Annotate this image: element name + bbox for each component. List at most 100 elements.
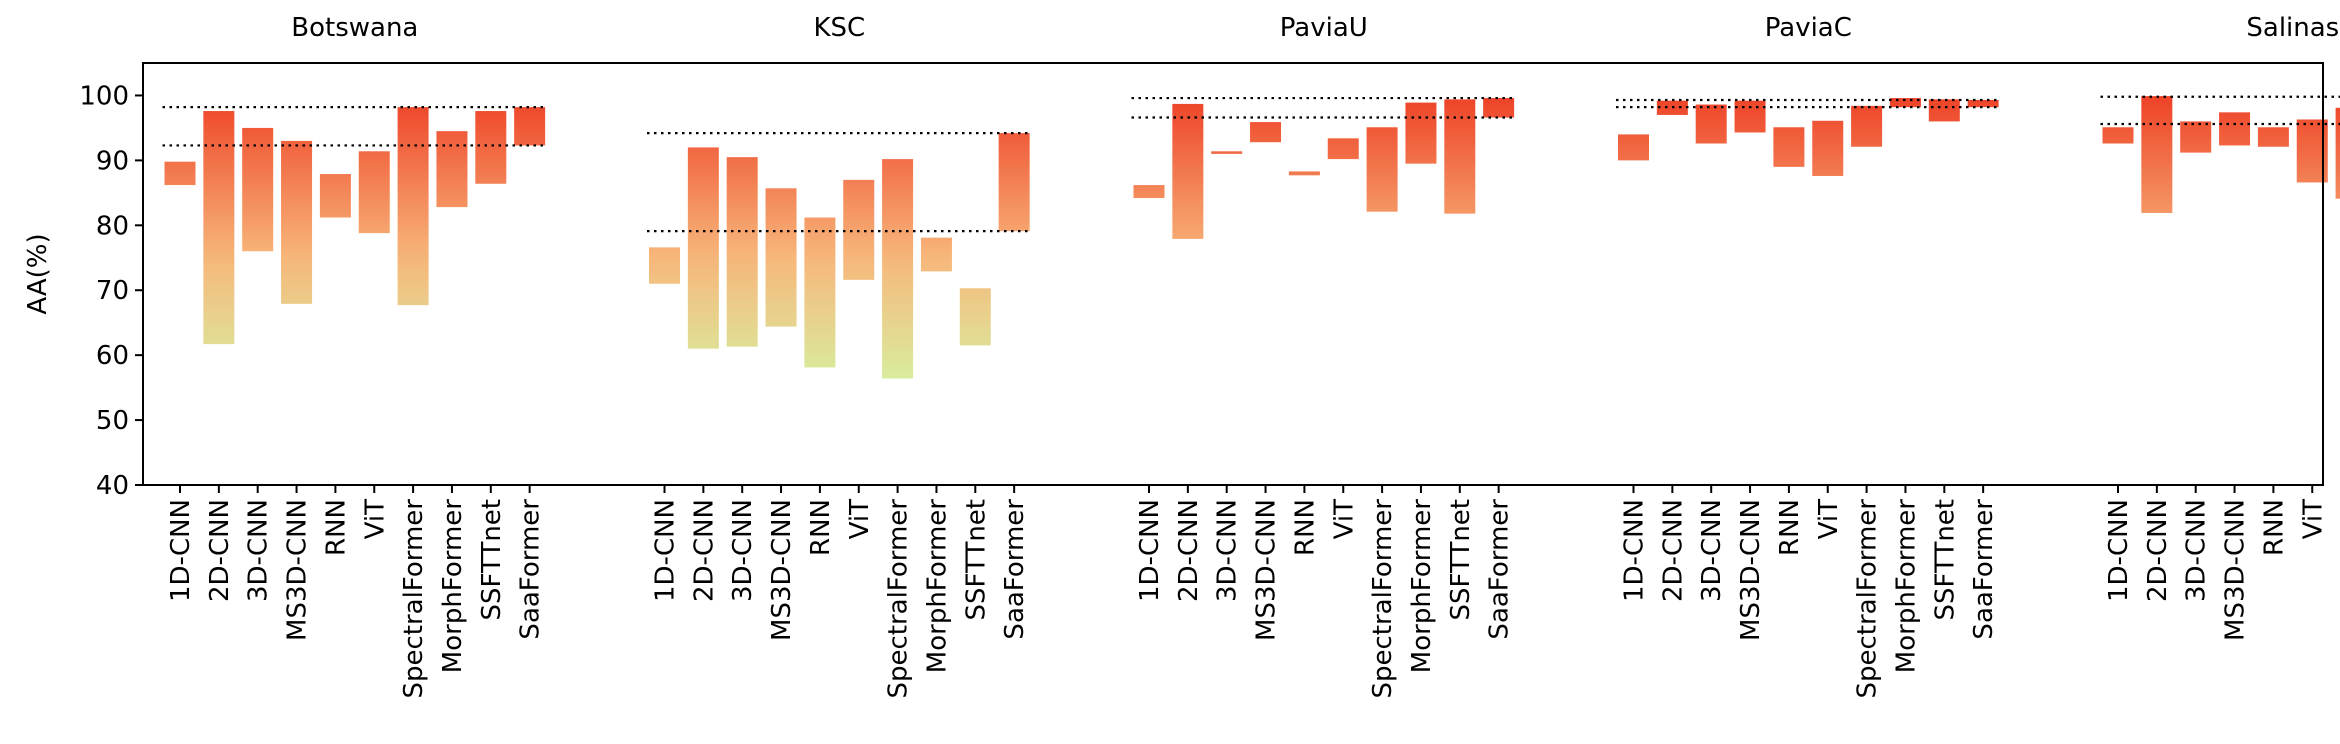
x-tick-label: 3D-CNN bbox=[728, 499, 758, 602]
x-tick-label: 2D-CNN bbox=[1658, 499, 1688, 602]
bar-salinas-rnn bbox=[2258, 127, 2289, 146]
x-tick-label: SaaFormer bbox=[516, 499, 546, 640]
panel-title-paviau: PaviaU bbox=[1280, 13, 1368, 43]
bar-ksc-spectralformer bbox=[882, 159, 913, 378]
x-tick-label: 1D-CNN bbox=[1135, 499, 1165, 602]
bar-paviac-ms3d-cnn bbox=[1735, 101, 1766, 133]
y-tick-label: 80 bbox=[96, 211, 129, 241]
bar-paviau-3d-cnn bbox=[1211, 151, 1242, 154]
x-tick-label: SpectralFormer bbox=[884, 499, 914, 699]
bar-botswana-ssfttnet bbox=[475, 111, 506, 184]
x-tick-label: SSFTTnet bbox=[1930, 499, 1960, 620]
x-tick-label: MS3D-CNN bbox=[767, 499, 797, 641]
bar-botswana-vit bbox=[359, 151, 390, 233]
panel-title-salinas: Salinas bbox=[2246, 13, 2339, 43]
bar-paviau-1d-cnn bbox=[1134, 185, 1165, 198]
bar-ksc-ms3d-cnn bbox=[766, 188, 797, 326]
x-tick-label: RNN bbox=[1775, 499, 1805, 556]
x-tick-label: SpectralFormer bbox=[1853, 499, 1883, 699]
bar-paviac-spectralformer bbox=[1851, 106, 1882, 147]
panel-title-paviac: PaviaC bbox=[1765, 13, 1852, 43]
bar-paviau-2d-cnn bbox=[1172, 104, 1203, 239]
bar-salinas-ms3d-cnn bbox=[2219, 112, 2250, 145]
x-tick-label: MS3D-CNN bbox=[1736, 499, 1766, 641]
x-tick-label: RNN bbox=[806, 499, 836, 556]
bar-paviau-morphformer bbox=[1405, 103, 1436, 164]
x-tick-label: RNN bbox=[2259, 499, 2289, 556]
x-tick-label: MS3D-CNN bbox=[1252, 499, 1282, 641]
x-tick-label: 2D-CNN bbox=[2143, 499, 2173, 602]
bar-ksc-morphformer bbox=[921, 238, 952, 272]
panel-title-ksc: KSC bbox=[813, 13, 865, 43]
x-tick-label: MS3D-CNN bbox=[2221, 499, 2251, 641]
x-tick-label: 2D-CNN bbox=[1174, 499, 1204, 602]
bar-salinas-spectralformer bbox=[2336, 108, 2340, 199]
bar-ksc-vit bbox=[843, 180, 874, 280]
x-tick-label: MorphFormer bbox=[1891, 499, 1921, 674]
x-tick-label: 3D-CNN bbox=[2182, 499, 2212, 602]
x-tick-label: SaaFormer bbox=[1000, 499, 1030, 640]
x-axis: 1D-CNN 2D-CNN 3D-CNN MS3D-CNN RNN ViT Spectral… bbox=[166, 485, 2340, 699]
bar-salinas-2d-cnn bbox=[2141, 96, 2172, 213]
bar-botswana-spectralformer bbox=[398, 107, 429, 305]
bar-salinas-1d-cnn bbox=[2103, 127, 2134, 143]
x-tick-label: RNN bbox=[1290, 499, 1320, 556]
x-tick-label: 1D-CNN bbox=[2104, 499, 2134, 602]
bar-botswana-saaformer bbox=[514, 107, 545, 145]
y-tick-label: 50 bbox=[96, 406, 129, 436]
bar-ksc-1d-cnn bbox=[649, 247, 680, 283]
x-tick-label: SSFTTnet bbox=[961, 499, 991, 620]
y-axis: 40 50 60 70 80 90 100 bbox=[79, 81, 143, 501]
bar-paviac-rnn bbox=[1773, 127, 1804, 167]
x-tick-label: 3D-CNN bbox=[1697, 499, 1727, 602]
x-tick-label: MorphFormer bbox=[438, 499, 468, 674]
x-tick-label: MS3D-CNN bbox=[283, 499, 313, 641]
bar-salinas-3d-cnn bbox=[2180, 121, 2211, 152]
x-tick-label: 3D-CNN bbox=[244, 499, 274, 602]
x-tick-label: MorphFormer bbox=[922, 499, 952, 674]
x-tick-label: SpectralFormer bbox=[1368, 499, 1398, 699]
bars-layer bbox=[165, 96, 2340, 378]
x-tick-label: 1D-CNN bbox=[166, 499, 196, 602]
bar-ksc-ssfttnet bbox=[960, 288, 991, 345]
y-tick-label: 90 bbox=[96, 146, 129, 176]
x-tick-label: ViT bbox=[1329, 499, 1359, 539]
plot-frame bbox=[143, 63, 2323, 485]
y-axis-label: AA(%) bbox=[23, 233, 53, 314]
x-tick-label: SaaFormer bbox=[1485, 499, 1515, 640]
x-tick-label: ViT bbox=[1814, 499, 1844, 539]
x-tick-label: SSFTTnet bbox=[1446, 499, 1476, 620]
x-tick-label: ViT bbox=[845, 499, 875, 539]
bar-botswana-rnn bbox=[320, 174, 351, 217]
bar-paviac-1d-cnn bbox=[1618, 134, 1649, 160]
bar-botswana-morphformer bbox=[436, 131, 467, 207]
panel-title-botswana: Botswana bbox=[291, 13, 418, 43]
y-tick-label: 70 bbox=[96, 276, 129, 306]
x-tick-label: 2D-CNN bbox=[205, 499, 235, 602]
bar-paviac-ssfttnet bbox=[1929, 99, 1960, 121]
bar-ksc-rnn bbox=[804, 218, 835, 368]
y-tick-label: 40 bbox=[96, 471, 129, 501]
x-tick-label: 1D-CNN bbox=[651, 499, 681, 602]
bar-paviau-ms3d-cnn bbox=[1250, 122, 1281, 142]
x-tick-label: SaaFormer bbox=[1969, 499, 1999, 640]
bar-ksc-2d-cnn bbox=[688, 147, 719, 348]
bar-ksc-saaformer bbox=[999, 133, 1030, 231]
x-tick-label: 2D-CNN bbox=[689, 499, 719, 602]
x-tick-label: ViT bbox=[2298, 499, 2328, 539]
x-tick-label: 1D-CNN bbox=[1620, 499, 1650, 602]
x-tick-label: 3D-CNN bbox=[1213, 499, 1243, 602]
y-tick-label: 60 bbox=[96, 341, 129, 371]
bar-paviau-vit bbox=[1328, 138, 1359, 159]
x-tick-label: MorphFormer bbox=[1407, 499, 1437, 674]
bar-paviau-rnn bbox=[1289, 171, 1320, 175]
bar-paviac-vit bbox=[1812, 121, 1843, 176]
bar-paviau-spectralformer bbox=[1367, 127, 1398, 211]
bar-ksc-3d-cnn bbox=[727, 157, 758, 347]
panel-titles: Botswana KSC PaviaU PaviaC Salinas bbox=[291, 13, 2339, 43]
y-tick-label: 100 bbox=[79, 81, 129, 111]
bar-botswana-1d-cnn bbox=[165, 162, 196, 185]
x-tick-label: RNN bbox=[321, 499, 351, 556]
